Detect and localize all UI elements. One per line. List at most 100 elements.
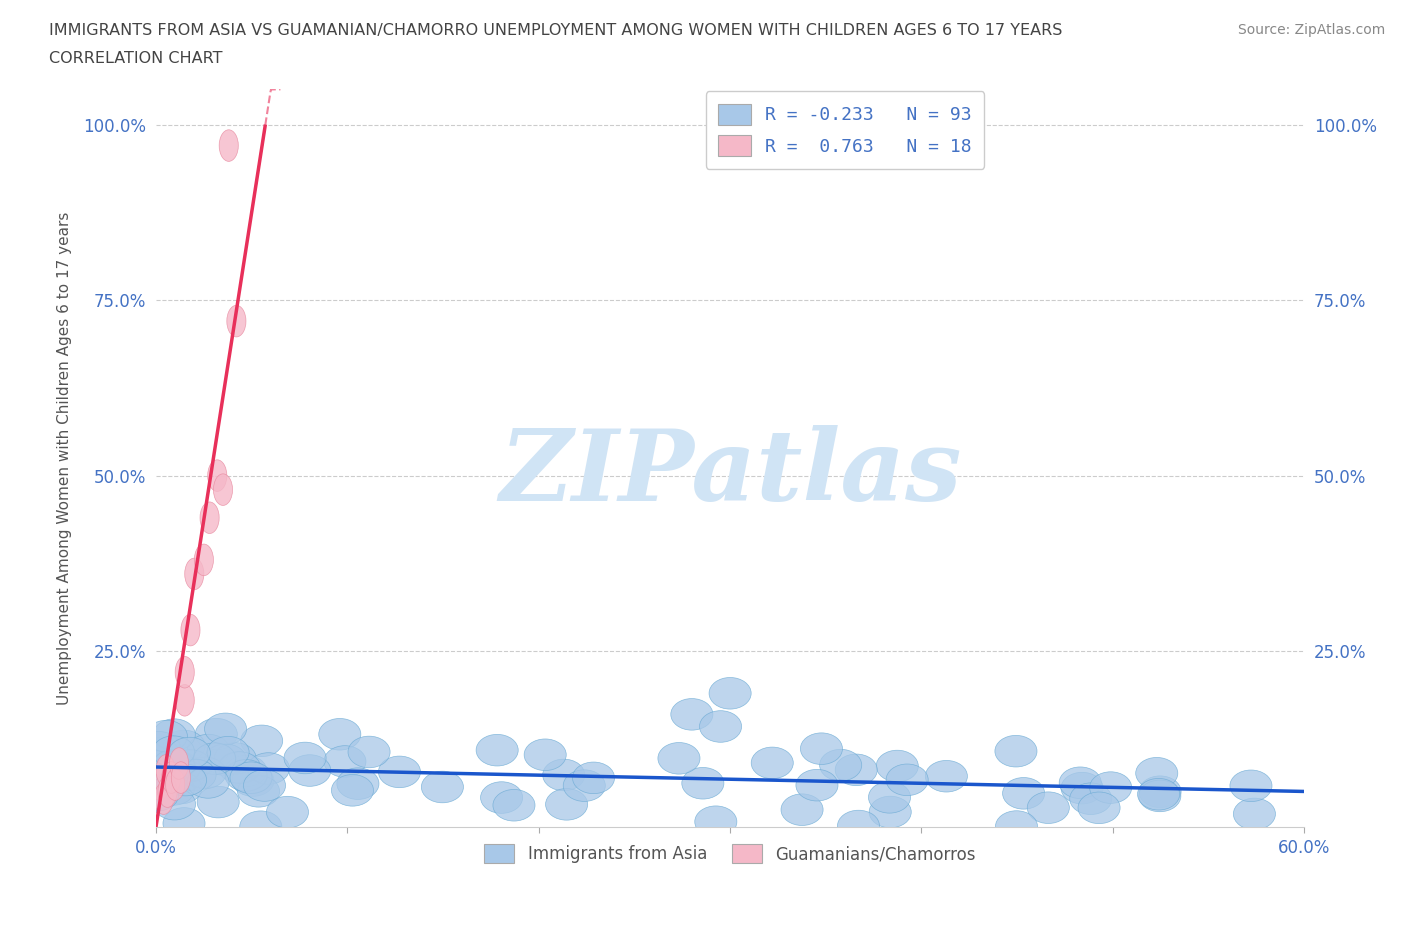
- Ellipse shape: [184, 558, 204, 590]
- Ellipse shape: [150, 769, 169, 801]
- Ellipse shape: [546, 789, 588, 820]
- Ellipse shape: [1070, 783, 1112, 815]
- Ellipse shape: [208, 459, 226, 491]
- Ellipse shape: [247, 752, 290, 784]
- Ellipse shape: [145, 772, 187, 804]
- Ellipse shape: [695, 806, 737, 838]
- Ellipse shape: [869, 781, 911, 813]
- Ellipse shape: [1137, 778, 1180, 810]
- Ellipse shape: [1059, 767, 1101, 799]
- Ellipse shape: [800, 733, 842, 764]
- Ellipse shape: [194, 544, 214, 576]
- Ellipse shape: [835, 754, 877, 786]
- Ellipse shape: [1002, 777, 1045, 809]
- Ellipse shape: [869, 796, 911, 828]
- Ellipse shape: [232, 764, 274, 796]
- Ellipse shape: [136, 751, 179, 782]
- Ellipse shape: [820, 750, 862, 781]
- Ellipse shape: [494, 790, 536, 821]
- Ellipse shape: [153, 789, 195, 820]
- Ellipse shape: [155, 783, 173, 815]
- Ellipse shape: [160, 772, 202, 804]
- Ellipse shape: [671, 698, 713, 730]
- Ellipse shape: [995, 811, 1038, 843]
- Ellipse shape: [477, 735, 519, 766]
- Ellipse shape: [323, 746, 366, 777]
- Ellipse shape: [1062, 772, 1104, 804]
- Ellipse shape: [152, 750, 194, 781]
- Text: CORRELATION CHART: CORRELATION CHART: [49, 51, 222, 66]
- Ellipse shape: [218, 751, 260, 783]
- Ellipse shape: [207, 737, 249, 768]
- Ellipse shape: [214, 474, 232, 505]
- Ellipse shape: [159, 752, 201, 784]
- Ellipse shape: [181, 615, 200, 646]
- Ellipse shape: [138, 732, 180, 764]
- Ellipse shape: [152, 736, 194, 767]
- Ellipse shape: [169, 748, 188, 779]
- Ellipse shape: [225, 760, 267, 791]
- Ellipse shape: [187, 766, 229, 798]
- Ellipse shape: [1136, 757, 1178, 789]
- Text: IMMIGRANTS FROM ASIA VS GUAMANIAN/CHAMORRO UNEMPLOYMENT AMONG WOMEN WITH CHILDRE: IMMIGRANTS FROM ASIA VS GUAMANIAN/CHAMOR…: [49, 23, 1063, 38]
- Ellipse shape: [709, 677, 751, 709]
- Ellipse shape: [176, 657, 194, 688]
- Ellipse shape: [204, 713, 246, 745]
- Ellipse shape: [422, 771, 464, 803]
- Ellipse shape: [176, 684, 194, 716]
- Ellipse shape: [572, 762, 614, 793]
- Ellipse shape: [219, 130, 238, 162]
- Ellipse shape: [157, 776, 177, 807]
- Ellipse shape: [184, 757, 226, 789]
- Ellipse shape: [524, 739, 567, 771]
- Ellipse shape: [204, 744, 246, 776]
- Ellipse shape: [1233, 798, 1275, 830]
- Ellipse shape: [1230, 770, 1272, 802]
- Ellipse shape: [238, 776, 280, 807]
- Legend: Immigrants from Asia, Guamanians/Chamorros: Immigrants from Asia, Guamanians/Chamorr…: [478, 837, 983, 870]
- Ellipse shape: [1139, 780, 1181, 812]
- Ellipse shape: [1028, 791, 1070, 823]
- Ellipse shape: [243, 770, 285, 802]
- Ellipse shape: [349, 737, 389, 768]
- Ellipse shape: [1090, 772, 1132, 804]
- Ellipse shape: [195, 718, 238, 750]
- Ellipse shape: [838, 810, 880, 842]
- Ellipse shape: [165, 764, 207, 796]
- Ellipse shape: [266, 796, 308, 828]
- Ellipse shape: [1078, 792, 1121, 824]
- Ellipse shape: [378, 756, 420, 788]
- Ellipse shape: [152, 774, 194, 805]
- Ellipse shape: [163, 807, 205, 839]
- Ellipse shape: [153, 719, 195, 751]
- Ellipse shape: [200, 502, 219, 534]
- Ellipse shape: [751, 747, 793, 778]
- Ellipse shape: [682, 767, 724, 799]
- Ellipse shape: [332, 775, 374, 806]
- Text: Source: ZipAtlas.com: Source: ZipAtlas.com: [1237, 23, 1385, 37]
- Ellipse shape: [995, 736, 1038, 767]
- Ellipse shape: [1139, 776, 1181, 807]
- Ellipse shape: [226, 305, 246, 337]
- Ellipse shape: [658, 742, 700, 774]
- Ellipse shape: [231, 762, 273, 793]
- Ellipse shape: [796, 769, 838, 801]
- Ellipse shape: [172, 762, 190, 793]
- Ellipse shape: [700, 711, 741, 742]
- Ellipse shape: [136, 737, 179, 769]
- Ellipse shape: [163, 760, 205, 791]
- Ellipse shape: [319, 719, 361, 751]
- Text: ZIPatlas: ZIPatlas: [499, 425, 962, 521]
- Ellipse shape: [197, 786, 239, 817]
- Ellipse shape: [139, 759, 181, 790]
- Ellipse shape: [187, 735, 229, 766]
- Ellipse shape: [564, 770, 606, 802]
- Ellipse shape: [166, 769, 184, 801]
- Y-axis label: Unemployment Among Women with Children Ages 6 to 17 years: Unemployment Among Women with Children A…: [58, 211, 72, 705]
- Ellipse shape: [886, 764, 928, 795]
- Ellipse shape: [240, 811, 281, 843]
- Ellipse shape: [780, 794, 823, 826]
- Ellipse shape: [284, 742, 326, 774]
- Ellipse shape: [169, 750, 211, 781]
- Ellipse shape: [136, 779, 179, 811]
